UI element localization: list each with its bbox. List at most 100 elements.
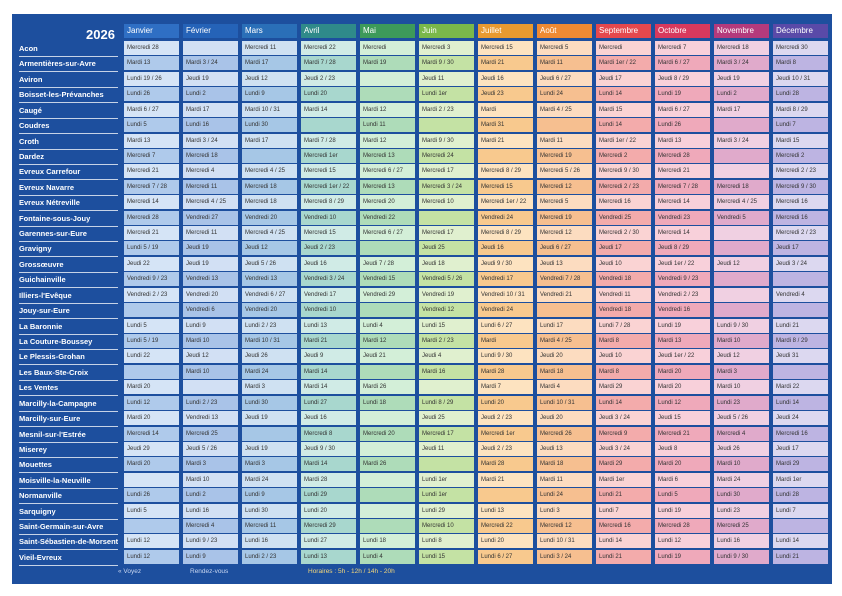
date-cell: Lundi 16 [714, 534, 769, 549]
date-cell: Jeudi 10 / 31 [773, 71, 828, 86]
date-cell: Jeudi 8 [655, 441, 710, 456]
town-name: Saint-Sébastien-de-Morsent [19, 534, 118, 551]
date-cell: Vendredi 19 [419, 287, 474, 302]
date-cell: Mercredi 15 [478, 41, 533, 55]
town-name: Marcilly-sur-Eure [19, 411, 118, 428]
date-cell: Mardi 10 / 31 [242, 102, 297, 117]
town-name: Vieil-Evreux [19, 550, 118, 566]
town-name: Mouettes [19, 457, 118, 474]
date-cell: Vendredi 9 / 23 [124, 272, 179, 287]
date-cell: Lundi 12 [655, 534, 710, 549]
date-cell [360, 441, 415, 456]
date-cell: Mardi 13 [655, 133, 710, 148]
date-cell: Mardi 12 [360, 333, 415, 348]
date-cell: Lundi 19 [655, 87, 710, 102]
date-cell: Mercredi 16 [773, 210, 828, 225]
date-cell [183, 380, 238, 395]
date-cell: Mercredi 18 [714, 41, 769, 55]
date-cell: Lundi 6 / 27 [478, 318, 533, 333]
date-cell: Mardi 10 [714, 457, 769, 472]
date-cell: Lundi 1er [419, 87, 474, 102]
date-cell: Mardi 10 / 31 [242, 333, 297, 348]
date-cell: Jeudi 2 / 23 [478, 441, 533, 456]
date-cell: Lundi 14 [596, 87, 651, 102]
date-cell: Mercredi 10 [419, 195, 474, 210]
date-cell: Mercredi 21 [124, 226, 179, 241]
date-cell: Lundi 22 [124, 349, 179, 364]
town-name: Acon [19, 41, 118, 57]
date-cell: Mardi 26 [360, 380, 415, 395]
date-cell: Mardi 3 / 24 [714, 56, 769, 71]
date-cell [124, 472, 179, 487]
date-cell: Jeudi 25 [419, 241, 474, 256]
date-cell: Mardi 2 / 23 [419, 102, 474, 117]
date-cell [773, 303, 828, 318]
date-cell [714, 272, 769, 287]
date-cell: Vendredi 3 / 24 [301, 272, 356, 287]
date-cell: Mardi 4 [537, 380, 592, 395]
date-cell: Mardi 7 [478, 380, 533, 395]
date-cell: Mercredi 4 / 25 [183, 195, 238, 210]
date-cell: Jeudi 16 [478, 71, 533, 86]
date-cell: Lundi 30 [242, 118, 297, 133]
date-cell: Mardi 3 / 24 [714, 133, 769, 148]
town-name: Armentières-sur-Avre [19, 56, 118, 73]
date-cell: Lundi 13 [478, 503, 533, 518]
date-cell: Lundi 5 / 19 [124, 333, 179, 348]
date-cell: Mercredi 2 / 23 [596, 179, 651, 194]
town-name: Croth [19, 134, 118, 150]
date-cell: Lundi 5 [655, 488, 710, 503]
date-cell: Lundi 16 [183, 118, 238, 133]
date-cell [773, 272, 828, 287]
date-cell: Jeudi 2 / 23 [301, 71, 356, 86]
date-cell: Mercredi 19 [537, 148, 592, 163]
date-cell: Lundi 6 / 27 [478, 549, 533, 564]
date-cell [714, 118, 769, 133]
date-cell: Mardi 6 [655, 472, 710, 487]
date-cell: Lundi 29 [419, 503, 474, 518]
date-cell: Lundi 27 [301, 534, 356, 549]
date-cell: Mardi 11 [537, 133, 592, 148]
date-cell: Mardi 24 [714, 472, 769, 487]
date-cell: Lundi 5 [124, 318, 179, 333]
date-cell [360, 71, 415, 86]
town-name: Moisville-la-Neuville [19, 473, 118, 489]
town-name: Boisset-les-Prévanches [19, 87, 118, 104]
date-cell: Jeudi 2 / 23 [478, 411, 533, 426]
date-cell: Mardi 3 / 24 [183, 133, 238, 148]
date-cell: Lundi 27 [301, 395, 356, 410]
date-cell: Mercredi 9 [596, 426, 651, 441]
date-cell: Lundi 9 [183, 549, 238, 564]
date-cell: Lundi 7 [596, 503, 651, 518]
date-cell: Mardi 1er [773, 472, 828, 487]
town-name: Saint-Germain-sur-Avre [19, 519, 118, 536]
date-cell: Mercredi 2 / 23 [773, 164, 828, 179]
date-cell: Jeudi 17 [596, 241, 651, 256]
date-cell: Vendredi 12 [419, 303, 474, 318]
date-cell: Mercredi 12 [537, 519, 592, 534]
date-cell: Jeudi 19 [183, 241, 238, 256]
date-cell: Mercredi 5 / 26 [537, 164, 592, 179]
date-cell: Lundi 10 / 31 [537, 395, 592, 410]
date-cell: Lundi 11 [360, 118, 415, 133]
date-cell: Mardi 6 / 27 [124, 102, 179, 117]
footer-mid-text: Rendez-vous [190, 568, 229, 575]
date-cell: Mardi 17 [242, 133, 297, 148]
date-cell: Mercredi 8 / 29 [478, 164, 533, 179]
town-name: Jouy-sur-Eure [19, 303, 118, 320]
date-cell [537, 118, 592, 133]
month-header: Janvier [124, 24, 179, 38]
date-cell: Jeudi 8 / 29 [655, 241, 710, 256]
date-cell [360, 303, 415, 318]
date-cell: Mardi 10 [183, 333, 238, 348]
date-cell: Mercredi 4 [714, 426, 769, 441]
date-cell: Lundi 30 [242, 395, 297, 410]
date-cell [714, 164, 769, 179]
date-cell: Mercredi [360, 41, 415, 55]
date-cell: Mercredi 8 [301, 426, 356, 441]
date-cell: Jeudi 31 [773, 349, 828, 364]
date-cell: Jeudi 6 / 27 [537, 241, 592, 256]
date-cell: Lundi 24 [537, 87, 592, 102]
date-cell: Mercredi 4 [183, 519, 238, 534]
month-header: Octobre [655, 24, 710, 38]
